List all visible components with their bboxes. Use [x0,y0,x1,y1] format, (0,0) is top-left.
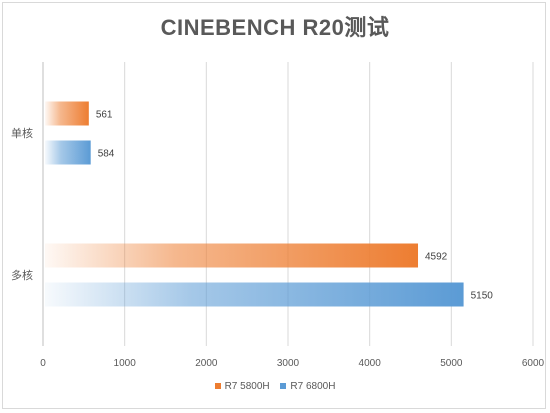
x-tick-label: 3000 [277,358,300,369]
legend-label: R7 6800H [290,381,336,392]
bar [45,282,464,307]
legend-swatch-orange [214,383,221,390]
category-label: 单核 [11,126,33,140]
legend-item-r7-6800h: R7 6800H [280,381,335,392]
x-tick-label: 4000 [359,358,382,369]
legend-item-r7-5800h: R7 5800H [214,381,270,392]
data-label: 5150 [471,291,494,302]
legend-label: R7 5800H [224,381,270,392]
x-tick-label: 2000 [195,358,218,369]
x-tick-label: 6000 [522,358,545,369]
bar [45,101,89,126]
x-tick-label: 0 [40,358,46,369]
chart-frame [2,2,546,409]
chart-title: CINEBENCH R20测试 [160,15,390,40]
x-tick-label: 1000 [114,358,137,369]
bar [45,243,419,268]
data-label: 584 [98,149,115,160]
legend: R7 5800H R7 6800H [0,381,550,392]
data-label: 561 [96,110,113,121]
x-tick-label: 5000 [440,358,463,369]
category-label: 多核 [11,268,33,282]
legend-swatch-blue [280,383,287,390]
bar [45,140,91,165]
data-label: 4592 [425,252,448,263]
